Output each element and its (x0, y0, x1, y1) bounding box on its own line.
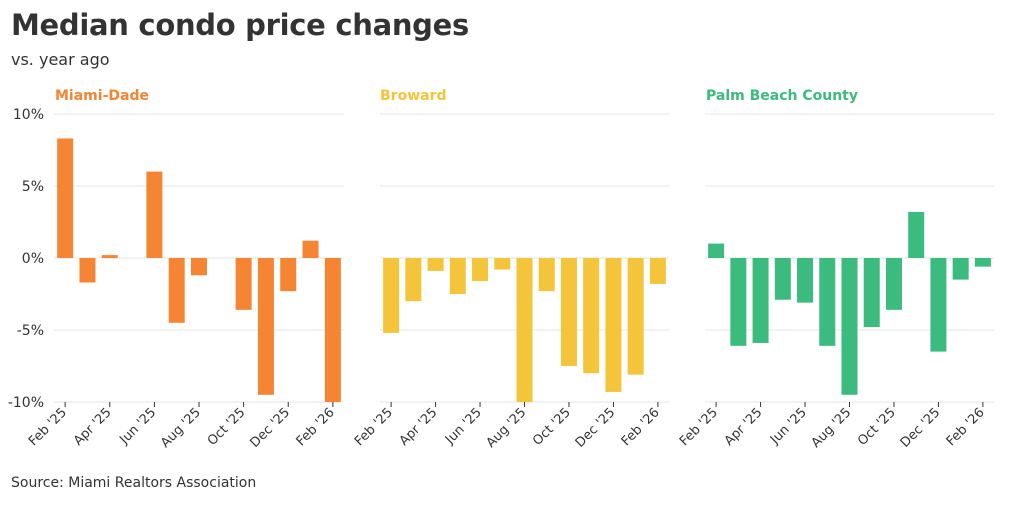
bar (168, 258, 185, 323)
bar (280, 258, 297, 292)
bar (952, 258, 969, 280)
x-tick-label: Aug '25 (484, 405, 530, 451)
x-tick-label: Apr '25 (71, 405, 115, 449)
bar (405, 258, 422, 302)
bar (235, 258, 252, 310)
bar (146, 171, 163, 258)
bar (79, 258, 96, 283)
chart-title: Median condo price changes (11, 8, 469, 42)
series-label: Broward (380, 88, 447, 104)
x-tick-label: Feb '26 (619, 405, 663, 449)
x-tick-label: Aug '25 (809, 405, 855, 451)
x-tick-label: Oct '25 (205, 405, 249, 449)
bar (730, 258, 747, 346)
bar (708, 243, 725, 258)
bar (494, 258, 511, 270)
bar (101, 255, 118, 258)
bar (257, 258, 274, 395)
bar (383, 258, 400, 333)
bar (538, 258, 555, 292)
x-tick-label: Dec '25 (248, 405, 294, 451)
x-tick-label: Feb '26 (294, 405, 338, 449)
x-tick-label: Jun '25 (442, 405, 485, 448)
bar (974, 258, 991, 267)
bar (57, 138, 74, 258)
x-tick-label: Dec '25 (898, 405, 944, 451)
x-tick-label: Feb '25 (26, 405, 70, 449)
bar (627, 258, 644, 375)
source-note: Source: Miami Realtors Association (11, 475, 257, 491)
bar (819, 258, 836, 346)
x-tick-label: Aug '25 (158, 405, 204, 451)
series-label: Miami-Dade (55, 88, 149, 104)
bar (324, 258, 341, 402)
bar (930, 258, 947, 352)
bar (583, 258, 600, 374)
bar (863, 258, 880, 328)
x-tick-label: Apr '25 (397, 405, 441, 449)
x-tick-label: Feb '25 (677, 405, 721, 449)
series-label: Palm Beach County (706, 88, 858, 104)
bar (885, 258, 902, 310)
x-tick-label: Dec '25 (573, 405, 619, 451)
x-tick-label: Oct '25 (855, 405, 899, 449)
bar (649, 258, 666, 284)
bar (560, 258, 577, 366)
x-tick-label: Feb '26 (944, 405, 988, 449)
bar (302, 240, 319, 258)
x-tick-label: Apr '25 (722, 405, 766, 449)
bar (774, 258, 791, 300)
y-tick-label: 5% (22, 179, 44, 195)
y-tick-label: 10% (13, 107, 44, 123)
bar (427, 258, 444, 271)
bar (605, 258, 622, 392)
bar (908, 211, 925, 258)
bar (516, 258, 533, 402)
y-tick-label: 0% (22, 251, 44, 267)
bar (191, 258, 207, 276)
bar (449, 258, 466, 294)
y-tick-label: -5% (17, 323, 44, 339)
bar (752, 258, 769, 343)
chart-subtitle: vs. year ago (11, 50, 110, 69)
x-tick-label: Jun '25 (116, 405, 159, 448)
x-tick-label: Jun '25 (767, 405, 810, 448)
bar (841, 258, 858, 395)
bar (797, 258, 814, 303)
x-tick-label: Oct '25 (530, 405, 574, 449)
bar (472, 258, 489, 282)
x-tick-label: Feb '25 (352, 405, 396, 449)
y-tick-label: -10% (8, 395, 44, 411)
